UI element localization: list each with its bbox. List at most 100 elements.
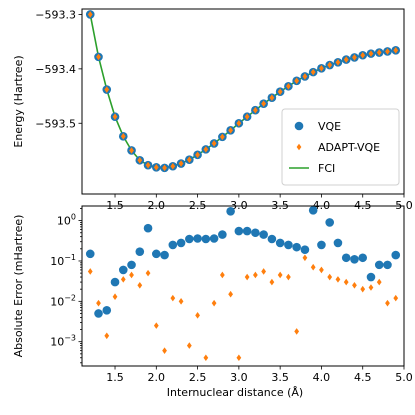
adapt-vqe-point — [253, 106, 258, 114]
vqe-error-point — [94, 309, 103, 318]
vqe-error-point — [185, 234, 194, 244]
x-tick-label: 1.5 — [106, 371, 124, 384]
plot-frame — [81, 8, 405, 195]
y-tick-label: −593.3 — [35, 8, 76, 21]
vqe-error-point — [267, 234, 277, 244]
y-axis-label: Energy (Hartree) — [12, 55, 25, 147]
adapt-vqe-point — [129, 147, 134, 154]
adapt-vqe-point — [319, 65, 324, 72]
vqe-error-point — [333, 238, 343, 248]
adapt-vqe-point — [286, 82, 291, 90]
adapt-vqe-error-point — [129, 271, 134, 279]
vqe-error-point — [193, 234, 202, 243]
adapt-vqe-point — [236, 119, 242, 127]
vqe-error-point — [110, 277, 120, 287]
adapt-vqe-point — [327, 61, 333, 69]
adapt-vqe-point — [195, 151, 200, 159]
adapt-vqe-point — [360, 51, 366, 59]
adapt-vqe-error-point — [137, 281, 143, 289]
vqe-error-point — [300, 245, 310, 255]
y-tick-label: 100 — [57, 213, 76, 228]
adapt-vqe-error-point — [253, 271, 258, 279]
vqe-error-point — [308, 205, 318, 215]
vqe-error-point — [118, 265, 128, 275]
adapt-vqe-error-point — [87, 268, 93, 275]
adapt-vqe-error-point — [343, 278, 349, 286]
adapt-vqe-point — [219, 133, 225, 141]
adapt-vqe-point — [352, 54, 357, 61]
legend-marker-vqe — [294, 121, 304, 131]
adapt-vqe-point — [104, 86, 110, 93]
vqe-error-point — [209, 234, 219, 243]
y-tick-label: 10−1 — [50, 253, 76, 268]
adapt-vqe-error-point — [211, 299, 217, 307]
vqe-error-point — [127, 260, 136, 270]
adapt-vqe-point — [162, 164, 167, 172]
legend-label: ADAPT-VQE — [318, 141, 380, 154]
adapt-vqe-point — [261, 100, 267, 107]
x-tick-label: 5.0 — [395, 371, 413, 384]
adapt-vqe-error-point — [360, 285, 366, 293]
adapt-vqe-error-point — [96, 299, 101, 307]
adapt-vqe-point — [376, 49, 382, 56]
x-axis-label: Internuclear distance (Å) — [167, 386, 303, 399]
x-tick-label: 2.0 — [148, 371, 166, 384]
vqe-error-point — [383, 260, 392, 270]
y-tick-label: −593.4 — [35, 63, 76, 76]
adapt-vqe-point — [277, 88, 283, 96]
adapt-vqe-error-point — [269, 278, 275, 286]
adapt-vqe-point — [137, 156, 143, 164]
adapt-vqe-error-point — [120, 276, 126, 283]
vqe-error-point — [251, 228, 260, 238]
adapt-vqe-point — [368, 50, 374, 57]
y-tick-label: 10−2 — [50, 293, 76, 308]
legend-label: FCI — [318, 162, 335, 175]
vqe-error-point — [201, 234, 211, 244]
vqe-error-point — [275, 238, 285, 248]
adapt-vqe-error-point — [261, 268, 267, 275]
legend-box — [281, 108, 400, 186]
legend-marker-adapt-vqe — [296, 143, 302, 151]
adapt-vqe-point — [343, 56, 349, 63]
adapt-vqe-error-point — [352, 281, 357, 289]
x-tick-label: 3.5 — [271, 371, 289, 384]
adapt-vqe-error-point — [203, 354, 209, 362]
plot-frame — [81, 205, 405, 367]
adapt-vqe-point — [211, 140, 217, 147]
adapt-vqe-error-point — [162, 347, 167, 354]
adapt-vqe-error-point — [170, 294, 176, 302]
x-tick-label: 4.0 — [313, 371, 331, 384]
adapt-vqe-error-point — [195, 312, 200, 319]
adapt-vqe-error-point — [186, 342, 192, 349]
vqe-error-point — [176, 238, 186, 248]
adapt-vqe-error-point — [319, 266, 324, 274]
adapt-vqe-error-point — [236, 354, 242, 362]
adapt-vqe-error-point — [327, 273, 333, 281]
adapt-vqe-error-point — [302, 254, 308, 262]
adapt-vqe-point — [96, 53, 101, 61]
adapt-vqe-error-point — [286, 273, 291, 281]
vqe-error-point — [85, 249, 95, 259]
vqe-error-point — [259, 230, 268, 239]
adapt-vqe-error-point — [335, 276, 341, 283]
adapt-vqe-point — [302, 73, 308, 80]
adapt-vqe-point — [153, 164, 159, 171]
x-tick-label: 3.0 — [230, 371, 248, 384]
adapt-vqe-point — [186, 156, 192, 164]
adapt-vqe-point — [228, 127, 233, 134]
legend-label: VQE — [318, 120, 341, 133]
adapt-vqe-error-point — [112, 293, 118, 301]
vqe-error-point — [350, 254, 359, 264]
vqe-error-point — [168, 240, 178, 250]
x-tick-label: 2.5 — [189, 371, 207, 384]
vqe-error-point — [358, 253, 368, 263]
error-panel: 1.5 2.0 2.5 3.0 3.5 4.0 4.5 5.0 100 10−1 10−2 10−3 A… — [12, 205, 413, 399]
y-axis-label: Absolute Error (mHartree) — [12, 215, 25, 358]
adapt-vqe-error-point — [178, 298, 184, 305]
adapt-vqe-point — [385, 48, 390, 55]
adapt-vqe-error-point — [368, 284, 374, 291]
adapt-vqe-error-point — [145, 269, 151, 277]
adapt-vqe-point — [145, 161, 151, 169]
adapt-vqe-point — [310, 68, 316, 76]
